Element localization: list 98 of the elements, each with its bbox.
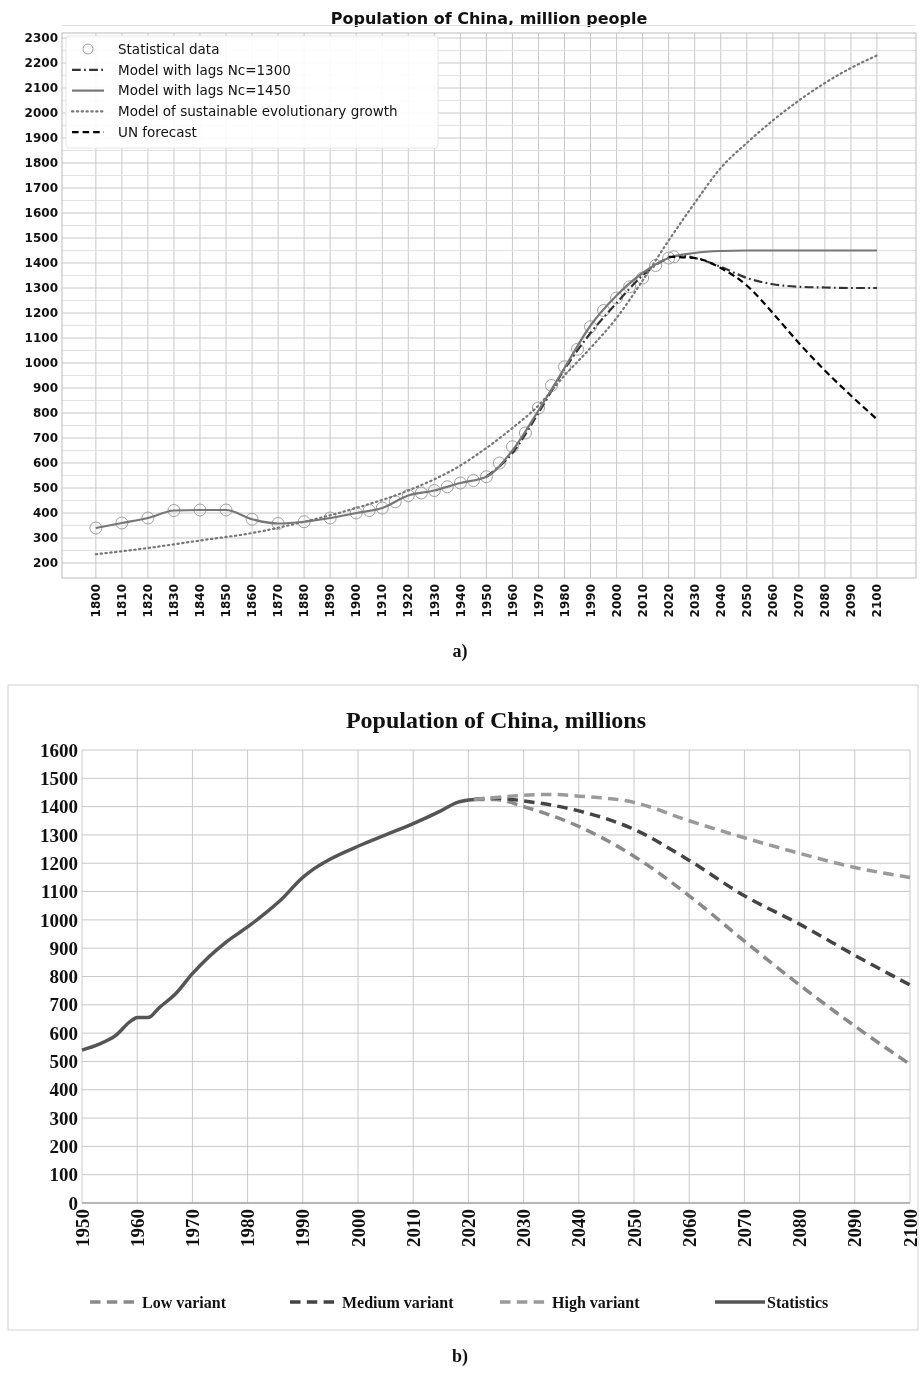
x-tick-label: 2070	[792, 584, 807, 618]
x-tick-label: 1880	[297, 584, 312, 618]
x-tick-label: 1840	[193, 584, 208, 618]
x-tick-label: 1990	[583, 584, 598, 618]
y-tick-label: 1200	[24, 306, 58, 321]
x-tick-label: 2060	[766, 584, 780, 618]
x-tick-label: 2070	[734, 1209, 756, 1247]
x-tick-label: 1810	[115, 584, 130, 618]
y-tick-label: 1500	[24, 231, 58, 246]
x-tick-label: 1920	[401, 584, 416, 618]
x-tick-label: 1900	[349, 584, 364, 618]
x-tick-label: 1960	[505, 584, 520, 618]
y-tick-label: 1800	[24, 156, 58, 171]
x-tick-label: 2010	[402, 1209, 424, 1247]
y-tick-label: 1300	[24, 281, 58, 296]
y-tick-label: 2100	[24, 81, 58, 96]
x-tick-label: 2000	[609, 584, 624, 618]
x-tick-label: 2030	[513, 1209, 535, 1247]
y-tick-label: 1000	[40, 909, 78, 931]
legend-label: High variant	[552, 1293, 641, 1312]
x-tick-label: 1930	[427, 584, 442, 618]
y-tick-label: 2300	[24, 31, 58, 46]
y-tick-label: 600	[32, 456, 58, 471]
y-tick-label: 500	[49, 1051, 78, 1073]
x-tick-label: 1850	[219, 584, 234, 618]
y-tick-label: 500	[32, 481, 58, 496]
y-tick-label: 200	[49, 1136, 78, 1158]
y-tick-label: 200	[32, 556, 58, 571]
y-tick-label: 1600	[40, 739, 78, 761]
y-tick-label: 800	[49, 966, 78, 988]
y-tick-label: 1000	[24, 356, 58, 371]
x-tick-label: 2100	[899, 1209, 920, 1247]
legend-label: UN forecast	[118, 123, 197, 140]
x-tick-label: 1970	[182, 1209, 204, 1247]
y-tick-label: 1400	[24, 256, 58, 271]
y-tick-label: 1500	[40, 767, 78, 789]
x-tick-label: 1980	[557, 584, 572, 618]
y-tick-label: 800	[32, 406, 58, 421]
legend-label: Low variant	[142, 1293, 227, 1311]
legend-label: Medium variant	[342, 1293, 455, 1311]
x-tick-label: 1800	[89, 584, 104, 618]
x-tick-label: 1980	[237, 1209, 259, 1247]
x-tick-label: 1890	[323, 584, 338, 618]
x-tick-label: 2030	[687, 584, 702, 618]
y-tick-label: 1200	[40, 852, 78, 874]
y-tick-label: 900	[32, 381, 58, 396]
y-tick-label: 1300	[40, 824, 78, 846]
y-tick-label: 100	[49, 1164, 78, 1186]
x-tick-label: 2100	[870, 584, 885, 618]
x-tick-label: 1950	[71, 1209, 93, 1247]
x-tick-label: 1830	[167, 584, 182, 618]
x-tick-label: 1860	[245, 584, 260, 618]
chart-title: Population of China, millions	[345, 707, 647, 733]
y-tick-label: 1100	[24, 331, 58, 346]
chart-title: Population of China, million people	[330, 9, 648, 28]
x-tick-label: 1960	[126, 1209, 148, 1247]
x-tick-label: 2000	[347, 1209, 369, 1247]
x-tick-label: 1990	[292, 1209, 314, 1247]
x-tick-label: 2080	[818, 584, 833, 618]
y-tick-label: 1900	[24, 131, 58, 146]
legend-label: Model with lags Nc=1450	[118, 82, 291, 99]
legend-label: Model with lags Nc=1300	[118, 61, 291, 78]
x-tick-label: 2050	[623, 1209, 645, 1247]
x-tick-label: 2010	[635, 584, 650, 618]
x-tick-label: 2040	[568, 1209, 590, 1247]
y-tick-label: 400	[32, 506, 58, 521]
x-tick-label: 1910	[375, 584, 390, 618]
x-tick-label: 2020	[661, 584, 676, 618]
x-tick-label: 2090	[844, 584, 859, 618]
x-tick-label: 1870	[271, 584, 286, 618]
text: b)	[451, 1346, 469, 1367]
y-tick-label: 700	[49, 994, 78, 1016]
y-tick-label: 1700	[24, 181, 58, 196]
text: a)	[452, 641, 468, 662]
x-tick-label: 2090	[844, 1209, 866, 1247]
y-tick-label: 2200	[24, 56, 58, 71]
y-tick-label: 400	[49, 1079, 78, 1101]
x-tick-label: 1970	[531, 584, 546, 618]
x-tick-label: 2080	[789, 1209, 811, 1247]
x-tick-label: 1950	[479, 584, 494, 618]
y-tick-label: 600	[49, 1022, 78, 1044]
y-tick-label: 2000	[24, 106, 58, 121]
x-tick-label: 2040	[713, 584, 728, 618]
x-tick-label: 1820	[141, 584, 156, 618]
x-tick-label: 2060	[678, 1209, 700, 1247]
y-tick-label: 300	[49, 1107, 78, 1129]
x-tick-label: 2020	[458, 1209, 480, 1247]
legend-label: Statistical data	[118, 40, 220, 57]
y-tick-label: 300	[32, 531, 58, 546]
x-tick-label: 2050	[739, 584, 754, 618]
legend-label: Statistics	[767, 1293, 829, 1311]
legend-label: Model of sustainable evolutionary growth	[118, 103, 398, 120]
y-tick-label: 1400	[40, 796, 78, 818]
y-tick-label: 1100	[41, 881, 78, 903]
x-tick-label: 1940	[453, 584, 468, 618]
y-tick-label: 700	[32, 431, 58, 446]
y-tick-label: 1600	[24, 206, 58, 221]
y-tick-label: 900	[49, 937, 78, 959]
